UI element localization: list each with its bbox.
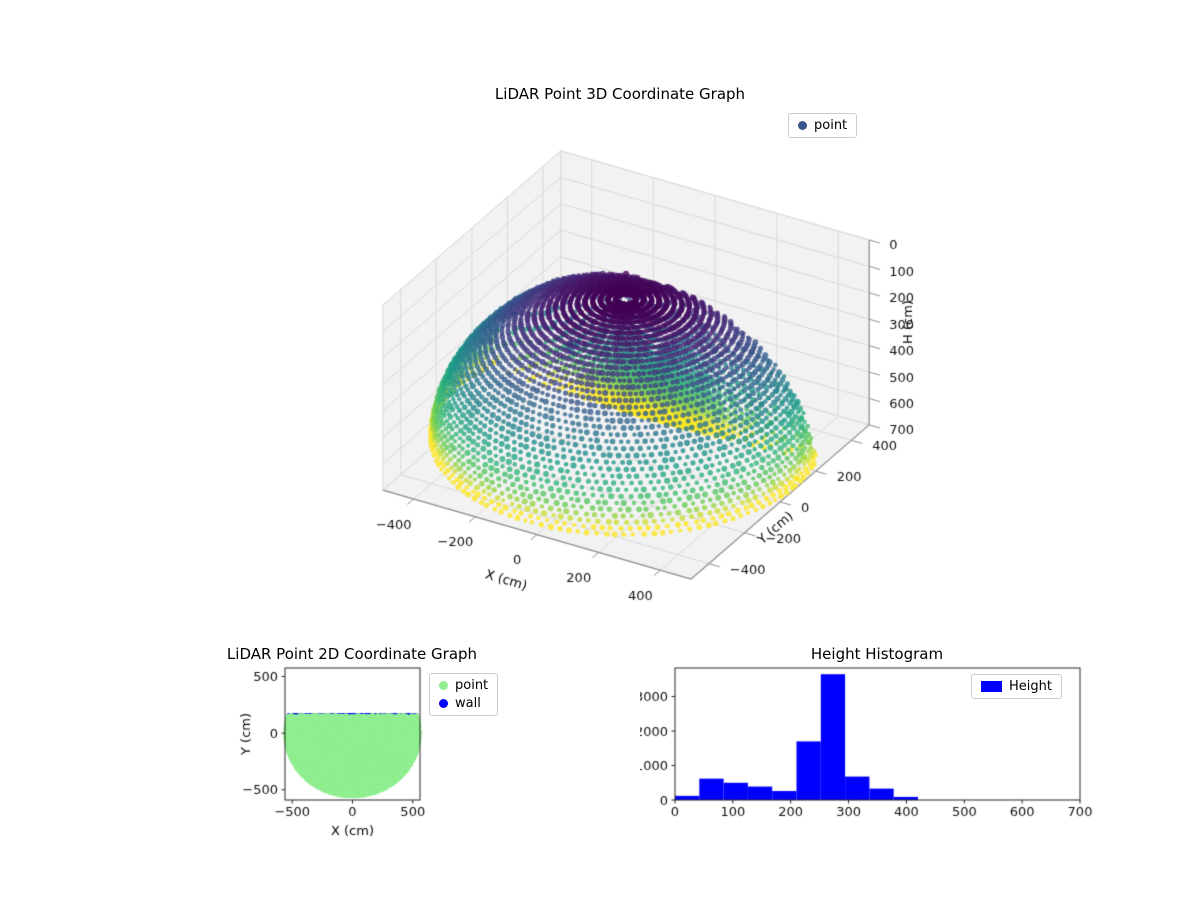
- legend-label: point: [455, 678, 489, 693]
- 3d-plot-title: LiDAR Point 3D Coordinate Graph: [494, 85, 746, 103]
- legend-label: point: [814, 118, 848, 133]
- legend-label: Height: [1009, 679, 1052, 694]
- legend-label: wall: [455, 696, 481, 711]
- legend-item-height: Height: [981, 679, 1052, 694]
- point-marker-icon: [439, 681, 448, 690]
- point-marker-icon: [798, 121, 807, 130]
- 3d-scatter-plot-canvas: [330, 110, 950, 640]
- legend-item-point: point: [798, 118, 847, 133]
- 2d-plot-legend: point wall: [429, 673, 499, 716]
- wall-marker-icon: [439, 699, 448, 708]
- legend-item-point: point: [439, 678, 488, 693]
- histogram-legend: Height: [971, 674, 1062, 699]
- 3d-plot-legend: point: [788, 113, 858, 138]
- height-marker-icon: [981, 681, 1002, 692]
- legend-item-wall: wall: [439, 696, 488, 711]
